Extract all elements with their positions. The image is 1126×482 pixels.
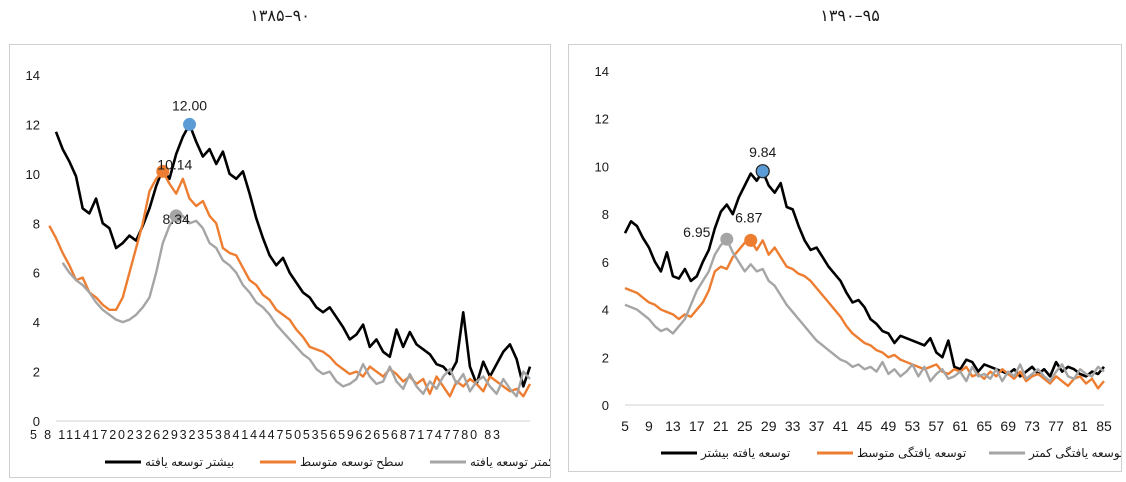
data-label: 12.00 (172, 97, 207, 113)
y-tick-label: 8 (602, 207, 609, 222)
legend-label: توسعه یافته بیشتر (700, 446, 790, 461)
peak-marker-3 (169, 209, 183, 223)
y-tick-label: 0 (602, 398, 609, 413)
x-tick-label: 5 (621, 418, 629, 434)
x-tick-label: 49 (881, 418, 897, 434)
x-tick-label: 61 (953, 418, 969, 434)
series-line-1 (54, 123, 532, 388)
x-tick-labels: 5 8 111417202326293235384144475053565962… (30, 428, 500, 442)
y-tick-label: 6 (33, 266, 40, 281)
line-chart-right: 0 2 4 6 8 10 12 14 5 9 13 17 21 25 29 33 37 41 45 49 53 57 61 6… (595, 64, 1124, 461)
data-label: 6.95 (683, 224, 710, 240)
x-tick-label: 41 (833, 418, 849, 434)
x-tick-label: 33 (785, 418, 801, 434)
x-tick-label: 69 (1000, 418, 1016, 434)
chart-title-left: ۹۰–۱۳۸۵ (250, 6, 310, 25)
legend-label: کمتر توسعه یافته (470, 455, 550, 470)
x-tick-label: 21 (713, 418, 729, 434)
y-tick-label: 12 (26, 117, 40, 132)
x-tick-label: 53 (905, 418, 921, 434)
peak-marker-2 (156, 164, 170, 178)
x-tick-label: 77 (1048, 418, 1064, 434)
x-tick-label: 9 (645, 418, 653, 434)
peak-marker-2 (744, 233, 758, 247)
legend-label: سطح توسعه متوسط (300, 455, 404, 470)
peak-marker-3 (720, 232, 734, 246)
data-label: 8.34 (163, 211, 190, 227)
chart-frame-left: 0 2 4 6 8 10 12 14 5 8 1114172023262932353841444… (9, 44, 555, 478)
y-tick-label: 14 (595, 64, 609, 79)
x-tick-label: 13 (665, 418, 681, 434)
chart-frame-right: 0 2 4 6 8 10 12 14 5 9 13 17 21 25 29 33 37 41 45 49 53 57 61 6… (568, 44, 1124, 472)
y-tick-label: 0 (33, 414, 40, 429)
x-tick-label: 85 (1096, 418, 1112, 434)
x-tick-label: 73 (1024, 418, 1040, 434)
x-tick-label: 25 (737, 418, 753, 434)
y-tick-label: 12 (595, 112, 609, 127)
x-tick-label: 29 (761, 418, 777, 434)
x-tick-label: 57 (929, 418, 945, 434)
y-tick-label: 4 (33, 315, 40, 330)
y-tick-label: 4 (602, 303, 609, 318)
legend-label: بیشتر توسعه یافته (145, 455, 234, 470)
y-tick-label: 2 (602, 350, 609, 365)
data-label: 10.14 (157, 156, 192, 172)
series-line-2 (624, 239, 1105, 390)
legend-label: توسعه یافتگی متوسط (857, 446, 966, 461)
legend-label: توسعه یافتگی کمتر (1028, 446, 1121, 461)
data-label: 9.84 (749, 144, 776, 160)
x-tick-label: 17 (689, 418, 705, 434)
series-line-3 (624, 237, 1105, 383)
x-tick-label: 65 (976, 418, 992, 434)
y-tick-label: 6 (602, 255, 609, 270)
series-line-1 (623, 169, 1105, 378)
series-line-3 (61, 214, 531, 398)
y-tick-label: 8 (33, 216, 40, 231)
y-tick-label: 2 (33, 365, 40, 380)
x-tick-label: 81 (1072, 418, 1088, 434)
x-tick-label: 37 (809, 418, 825, 434)
line-chart-left: 0 2 4 6 8 10 12 14 5 8 1114172023262932353841444… (26, 68, 555, 470)
y-tick-label: 10 (595, 159, 609, 174)
data-label: 6.87 (735, 209, 762, 225)
y-tick-label: 10 (26, 167, 40, 182)
series-line-2 (48, 170, 532, 398)
y-tick-label: 14 (26, 68, 40, 83)
peak-marker-1 (183, 117, 197, 131)
peak-marker-1 (755, 164, 770, 179)
x-tick-label: 45 (857, 418, 873, 434)
chart-title-right: ۹۵–۱۳۹۰ (820, 6, 880, 25)
